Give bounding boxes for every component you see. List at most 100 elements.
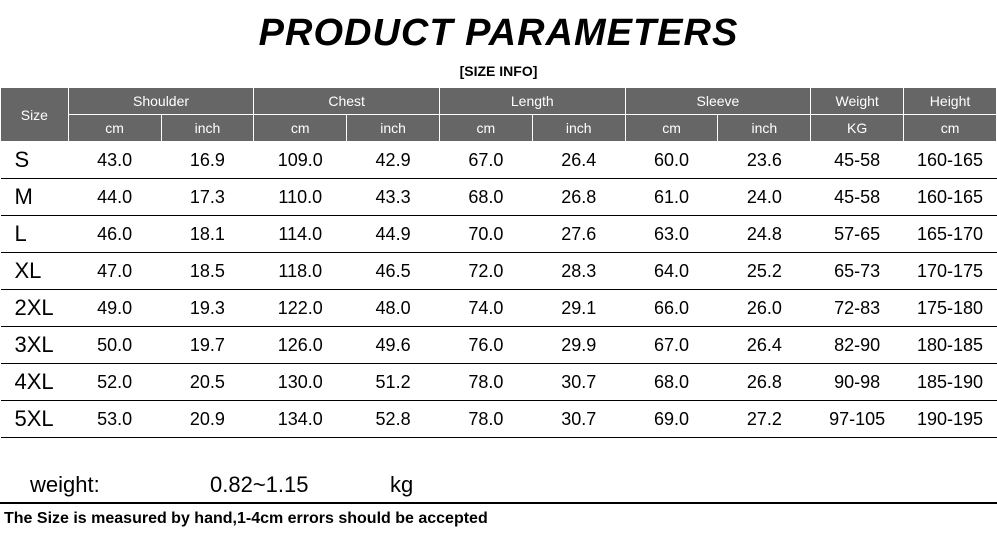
cell-length-in: 29.1 — [532, 290, 625, 327]
col-header-length: Length — [439, 88, 625, 115]
sub-header-shoulder-in: inch — [161, 115, 254, 142]
cell-chest-cm: 118.0 — [254, 253, 347, 290]
col-header-weight: Weight — [811, 88, 904, 115]
cell-size: 2XL — [1, 290, 69, 327]
cell-weight: 82-90 — [811, 327, 904, 364]
cell-height: 190-195 — [904, 401, 997, 438]
sub-header-chest-cm: cm — [254, 115, 347, 142]
cell-sleeve-cm: 69.0 — [625, 401, 718, 438]
cell-length-cm: 78.0 — [439, 401, 532, 438]
cell-shoulder-in: 16.9 — [161, 142, 254, 179]
sub-header-sleeve-cm: cm — [625, 115, 718, 142]
cell-sleeve-in: 26.4 — [718, 327, 811, 364]
cell-chest-cm: 126.0 — [254, 327, 347, 364]
cell-size: S — [1, 142, 69, 179]
cell-shoulder-cm: 43.0 — [68, 142, 161, 179]
table-row: L46.018.1114.044.970.027.663.024.857-651… — [1, 216, 997, 253]
col-header-height: Height — [904, 88, 997, 115]
sub-header-weight-kg: KG — [811, 115, 904, 142]
size-table: Size Shoulder Chest Length Sleeve Weight… — [0, 87, 997, 438]
cell-shoulder-cm: 47.0 — [68, 253, 161, 290]
cell-shoulder-cm: 49.0 — [68, 290, 161, 327]
cell-weight: 97-105 — [811, 401, 904, 438]
cell-weight: 45-58 — [811, 142, 904, 179]
cell-chest-in: 42.9 — [347, 142, 440, 179]
cell-length-in: 28.3 — [532, 253, 625, 290]
cell-weight: 72-83 — [811, 290, 904, 327]
cell-sleeve-in: 26.0 — [718, 290, 811, 327]
cell-sleeve-in: 24.0 — [718, 179, 811, 216]
sub-header-shoulder-cm: cm — [68, 115, 161, 142]
cell-chest-in: 48.0 — [347, 290, 440, 327]
cell-weight: 65-73 — [811, 253, 904, 290]
weight-footer-value: 0.82~1.15 — [210, 472, 390, 498]
sub-header-height-cm: cm — [904, 115, 997, 142]
col-header-shoulder: Shoulder — [68, 88, 254, 115]
cell-chest-cm: 130.0 — [254, 364, 347, 401]
table-row: 5XL53.020.9134.052.878.030.769.027.297-1… — [1, 401, 997, 438]
cell-sleeve-cm: 67.0 — [625, 327, 718, 364]
cell-height: 180-185 — [904, 327, 997, 364]
cell-chest-in: 52.8 — [347, 401, 440, 438]
sub-header-sleeve-in: inch — [718, 115, 811, 142]
cell-sleeve-in: 25.2 — [718, 253, 811, 290]
table-row: 3XL50.019.7126.049.676.029.967.026.482-9… — [1, 327, 997, 364]
cell-size: 4XL — [1, 364, 69, 401]
page-container: PRODUCT PARAMETERS [SIZE INFO] Size Shou… — [0, 0, 997, 534]
cell-size: XL — [1, 253, 69, 290]
col-header-size: Size — [1, 88, 69, 142]
cell-height: 165-170 — [904, 216, 997, 253]
size-table-head: Size Shoulder Chest Length Sleeve Weight… — [1, 88, 997, 142]
cell-length-in: 30.7 — [532, 401, 625, 438]
table-row: XL47.018.5118.046.572.028.364.025.265-73… — [1, 253, 997, 290]
cell-shoulder-in: 17.3 — [161, 179, 254, 216]
cell-height: 185-190 — [904, 364, 997, 401]
cell-chest-cm: 114.0 — [254, 216, 347, 253]
cell-shoulder-in: 18.1 — [161, 216, 254, 253]
table-row: 2XL49.019.3122.048.074.029.166.026.072-8… — [1, 290, 997, 327]
cell-height: 160-165 — [904, 142, 997, 179]
measurement-note: The Size is measured by hand,1-4cm error… — [0, 504, 997, 534]
cell-length-cm: 68.0 — [439, 179, 532, 216]
sub-header-length-in: inch — [532, 115, 625, 142]
cell-length-in: 30.7 — [532, 364, 625, 401]
weight-footer-unit: kg — [390, 472, 413, 498]
cell-shoulder-in: 18.5 — [161, 253, 254, 290]
cell-sleeve-in: 23.6 — [718, 142, 811, 179]
cell-length-cm: 78.0 — [439, 364, 532, 401]
cell-chest-cm: 109.0 — [254, 142, 347, 179]
page-title: PRODUCT PARAMETERS — [0, 0, 997, 63]
cell-chest-in: 43.3 — [347, 179, 440, 216]
cell-length-in: 27.6 — [532, 216, 625, 253]
size-table-body: S43.016.9109.042.967.026.460.023.645-581… — [1, 142, 997, 438]
col-header-sleeve: Sleeve — [625, 88, 811, 115]
cell-length-in: 29.9 — [532, 327, 625, 364]
cell-shoulder-in: 19.3 — [161, 290, 254, 327]
cell-sleeve-cm: 66.0 — [625, 290, 718, 327]
cell-weight: 57-65 — [811, 216, 904, 253]
cell-sleeve-cm: 64.0 — [625, 253, 718, 290]
cell-shoulder-cm: 44.0 — [68, 179, 161, 216]
cell-length-cm: 67.0 — [439, 142, 532, 179]
cell-height: 160-165 — [904, 179, 997, 216]
cell-shoulder-in: 20.9 — [161, 401, 254, 438]
cell-chest-in: 46.5 — [347, 253, 440, 290]
cell-length-cm: 76.0 — [439, 327, 532, 364]
table-row: M44.017.3110.043.368.026.861.024.045-581… — [1, 179, 997, 216]
cell-shoulder-in: 20.5 — [161, 364, 254, 401]
size-table-header-row-1: Size Shoulder Chest Length Sleeve Weight… — [1, 88, 997, 115]
cell-sleeve-in: 24.8 — [718, 216, 811, 253]
cell-sleeve-cm: 61.0 — [625, 179, 718, 216]
weight-footer-row: weight: 0.82~1.15 kg — [0, 466, 997, 504]
cell-height: 170-175 — [904, 253, 997, 290]
cell-chest-cm: 110.0 — [254, 179, 347, 216]
cell-length-cm: 72.0 — [439, 253, 532, 290]
cell-sleeve-cm: 68.0 — [625, 364, 718, 401]
weight-footer-label: weight: — [0, 472, 210, 498]
cell-sleeve-in: 26.8 — [718, 364, 811, 401]
cell-weight: 90-98 — [811, 364, 904, 401]
cell-shoulder-in: 19.7 — [161, 327, 254, 364]
cell-length-cm: 70.0 — [439, 216, 532, 253]
cell-weight: 45-58 — [811, 179, 904, 216]
size-table-header-row-2: cm inch cm inch cm inch cm inch KG cm — [1, 115, 997, 142]
